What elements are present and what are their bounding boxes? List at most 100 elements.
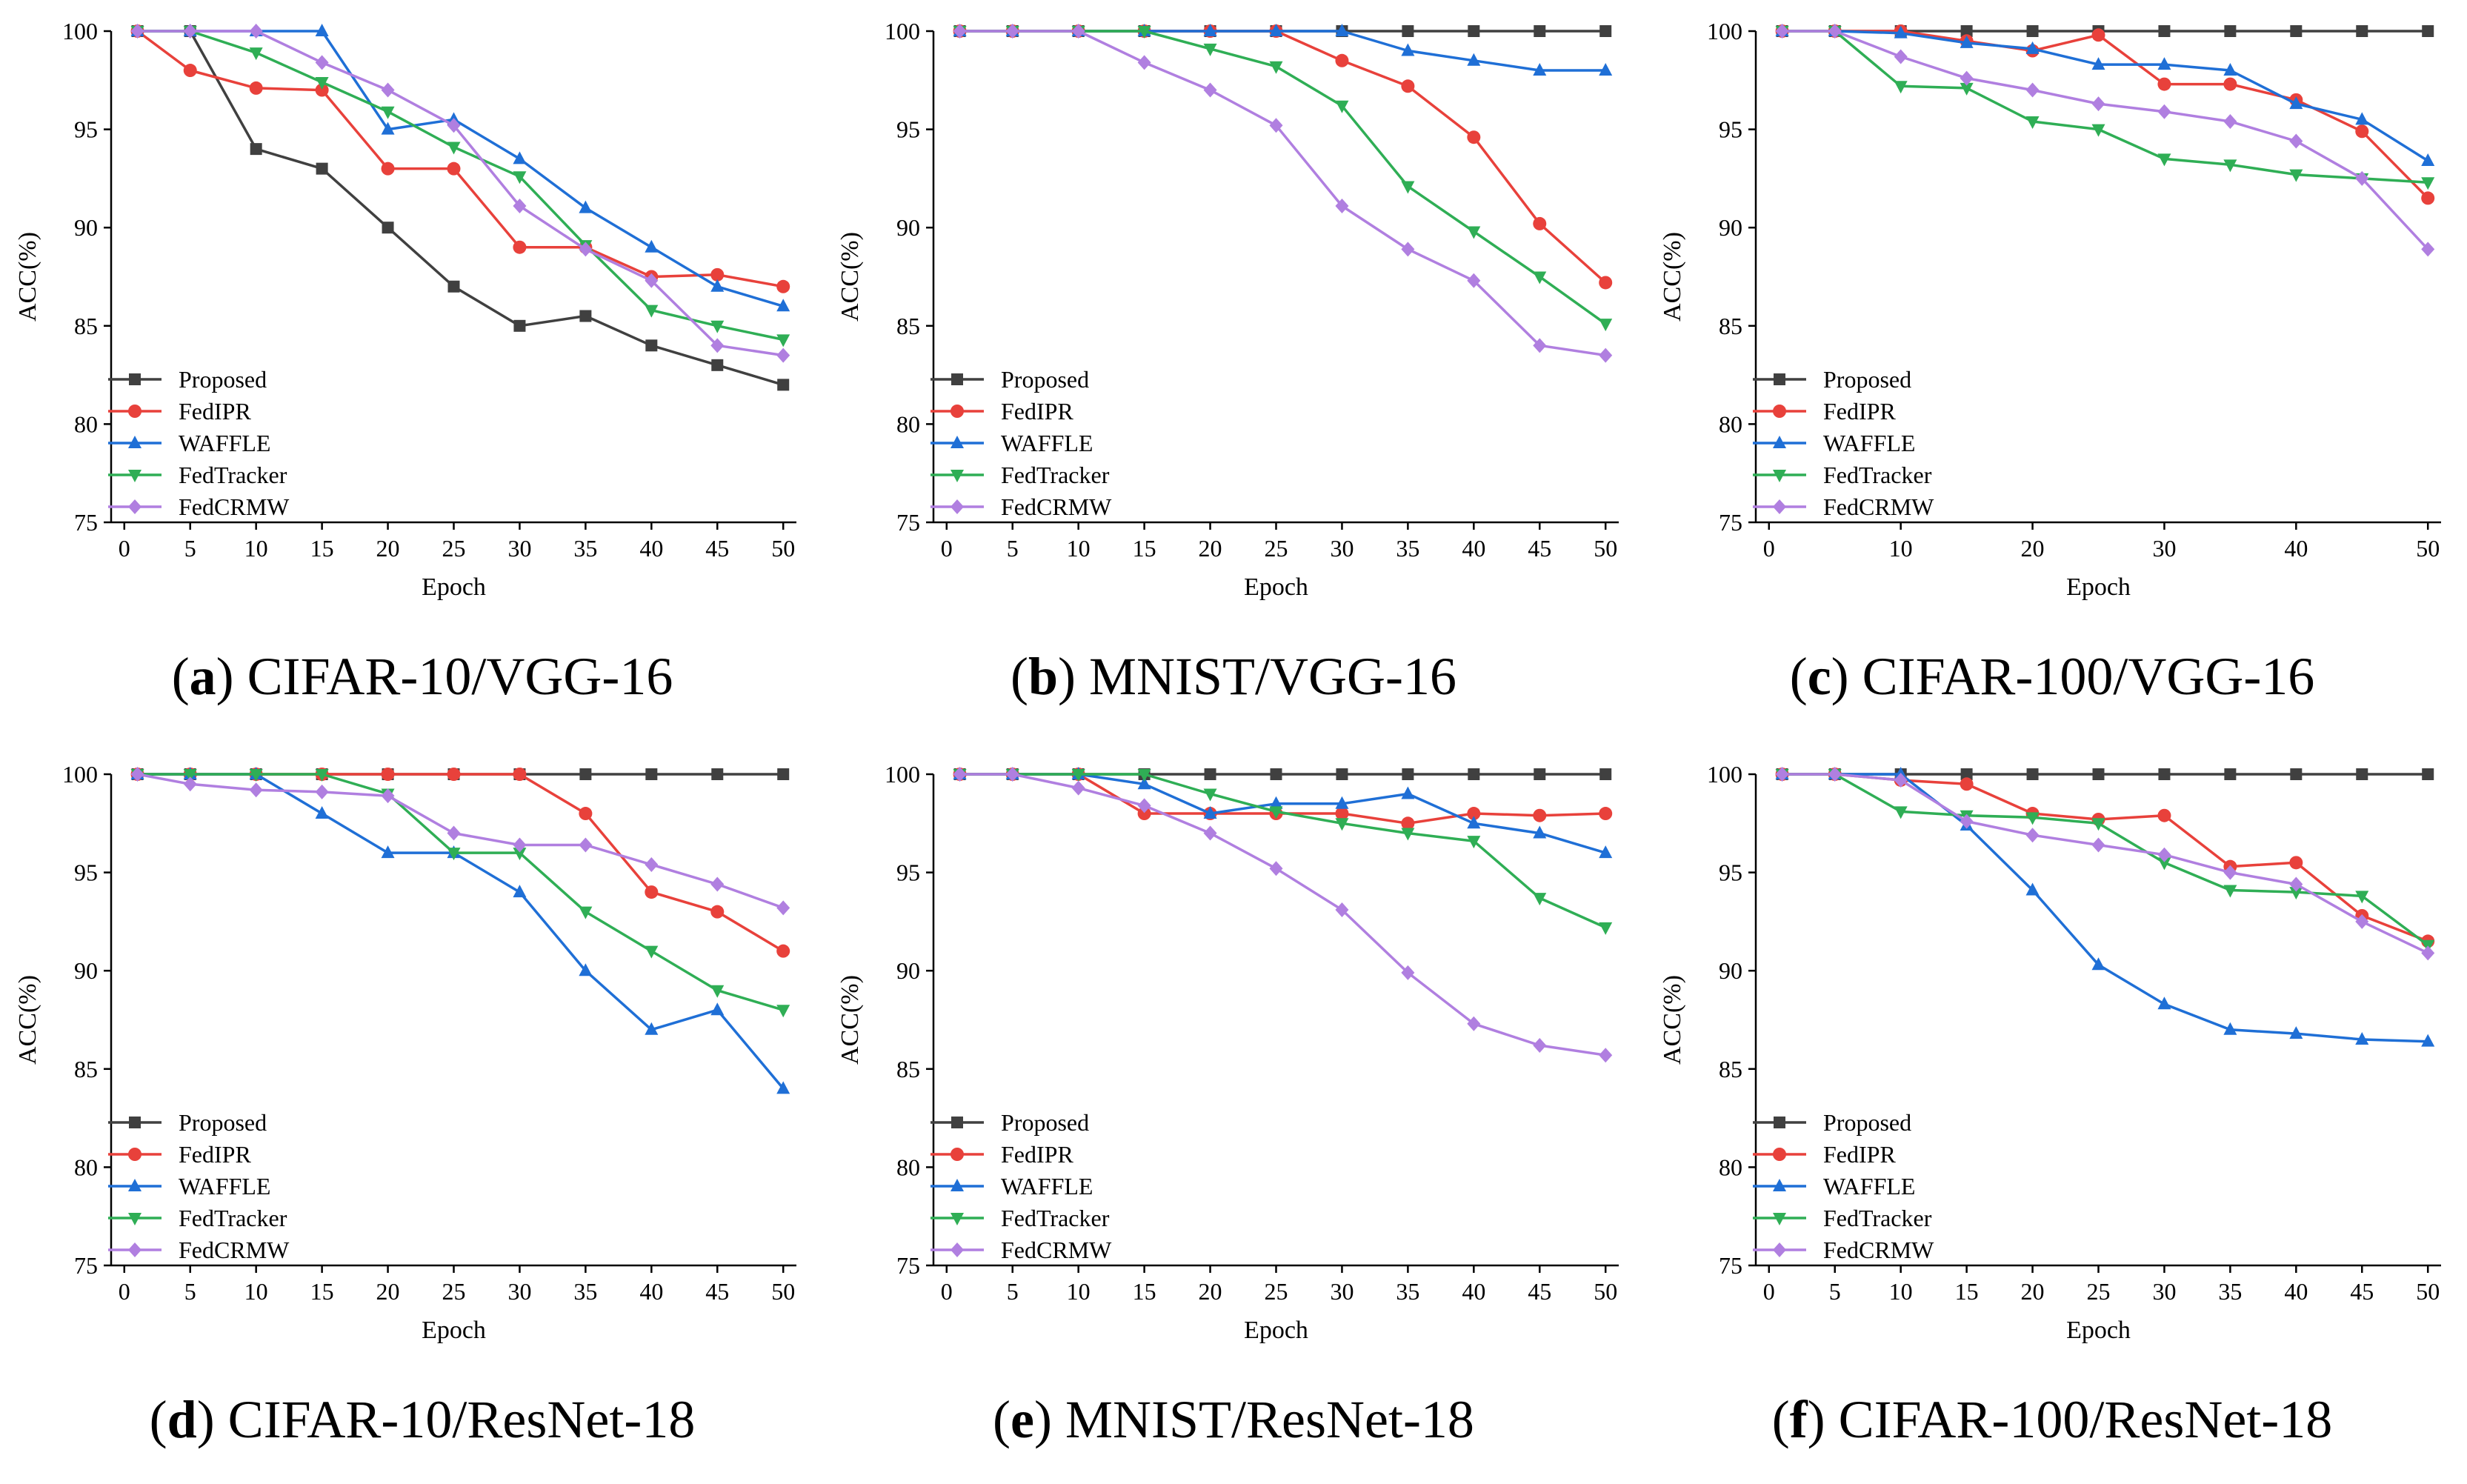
- y-tick-label: 100: [885, 18, 920, 44]
- series-fedcrmw: [130, 24, 790, 363]
- data-point: [1467, 807, 1481, 821]
- data-point: [2289, 856, 2303, 870]
- series-line: [959, 30, 1606, 72]
- data-point: [1401, 43, 1415, 56]
- data-point: [1203, 43, 1217, 56]
- data-point: [645, 1022, 659, 1035]
- data-point: [1269, 61, 1283, 74]
- y-tick-label: 80: [1719, 1154, 1742, 1180]
- series-fedtracker: [953, 769, 1613, 935]
- legend: Proposed FedIPR WAFFLE FedTracker FedCRMW: [108, 366, 290, 520]
- data-point: [645, 885, 659, 899]
- data-point: [1467, 130, 1481, 144]
- legend-marker: [1774, 373, 1785, 385]
- y-tick-label: 90: [896, 214, 920, 241]
- data-point: [381, 122, 395, 135]
- legend-label: FedTracker: [1823, 1205, 1932, 1231]
- legend-label: FedCRMW: [1001, 1237, 1112, 1263]
- data-point: [1401, 242, 1415, 257]
- data-point: [2091, 96, 2105, 112]
- data-point: [1534, 768, 1546, 780]
- caption-b: (b) MNIST/VGG-16: [1011, 647, 1456, 706]
- y-tick-label: 90: [1719, 214, 1742, 241]
- data-point: [1269, 796, 1283, 809]
- data-point: [315, 55, 329, 70]
- data-point: [1269, 861, 1283, 876]
- data-point: [2091, 957, 2105, 971]
- x-tick-label: 50: [2416, 535, 2440, 562]
- data-point: [645, 273, 659, 288]
- y-tick-label: 90: [74, 957, 98, 984]
- x-tick-label: 25: [442, 1278, 466, 1305]
- data-point: [1203, 24, 1217, 36]
- data-point: [1894, 806, 1908, 819]
- y-tick-label: 100: [62, 761, 98, 788]
- data-point: [776, 900, 790, 916]
- axes: 75 80 85 90 95 100 0 5 10 15 20 25 30 35 40 45 50: [62, 18, 796, 562]
- data-point: [2091, 124, 2105, 137]
- data-point: [1402, 768, 1414, 780]
- legend-item-waffle: WAFFLE: [108, 430, 270, 456]
- series-fedcrmw: [1775, 24, 2435, 257]
- data-point: [316, 162, 328, 175]
- legend-marker: [128, 436, 142, 448]
- series-waffle: [130, 24, 790, 312]
- data-point: [2355, 914, 2369, 929]
- y-tick-label: 95: [1719, 116, 1742, 143]
- y-tick-label: 90: [896, 957, 920, 984]
- series-line: [959, 30, 1606, 357]
- data-point: [776, 299, 790, 312]
- data-point: [1599, 347, 1613, 363]
- x-tick-label: 30: [507, 1278, 531, 1305]
- legend-item-proposed: Proposed: [930, 366, 1089, 393]
- data-point: [183, 776, 197, 792]
- data-point: [645, 305, 659, 318]
- x-axis-label: Epoch: [2066, 1317, 2131, 1344]
- data-point: [777, 768, 790, 780]
- data-point: [249, 47, 263, 61]
- x-tick-label: 20: [1199, 535, 1222, 562]
- series-fedtracker: [953, 26, 1613, 332]
- legend-marker: [128, 1213, 142, 1225]
- legend-label: FedTracker: [179, 462, 287, 488]
- x-tick-label: 35: [573, 535, 597, 562]
- legend-marker: [1773, 405, 1786, 418]
- legend-item-fedcrmw: FedCRMW: [1753, 1237, 1934, 1263]
- x-tick-label: 35: [1396, 535, 1419, 562]
- data-point: [1270, 768, 1282, 780]
- legend-label: FedIPR: [1001, 1141, 1073, 1168]
- y-tick-label: 100: [885, 761, 920, 788]
- legend-label: FedTracker: [1823, 462, 1932, 488]
- x-tick-label: 0: [119, 1278, 130, 1305]
- legend-item-fedtracker: FedTracker: [108, 462, 287, 488]
- legend: Proposed FedIPR WAFFLE FedTracker FedCRMW: [108, 1109, 290, 1263]
- data-point: [2157, 996, 2171, 1010]
- legend-item-proposed: Proposed: [1753, 366, 1911, 393]
- data-point: [2356, 25, 2368, 37]
- x-tick-label: 0: [119, 535, 130, 562]
- data-point: [1137, 26, 1151, 39]
- data-point: [1137, 55, 1151, 70]
- caption-e: (e) MNIST/ResNet-18: [993, 1390, 1474, 1449]
- data-point: [2289, 1026, 2303, 1039]
- data-point: [315, 784, 329, 799]
- axes: 75 80 85 90 95 100 0 10 20 30 40 50: [1707, 18, 2441, 562]
- chart-panel-c: 75 80 85 90 95 100 0 10 20 30 40 50 Epoch ACC(%) Propo…: [1659, 18, 2441, 601]
- data-point: [1960, 768, 1973, 780]
- data-point: [1467, 816, 1481, 829]
- series-line: [137, 30, 784, 387]
- data-point: [2091, 57, 2105, 70]
- legend-item-fedtracker: FedTracker: [108, 1205, 287, 1231]
- legend-item-fedtracker: FedTracker: [1753, 462, 1932, 488]
- legend-marker: [128, 470, 142, 482]
- data-point: [1335, 100, 1349, 113]
- legend-item-proposed: Proposed: [108, 1109, 267, 1136]
- legend-item-waffle: WAFFLE: [930, 430, 1093, 456]
- legend-marker: [1773, 1242, 1786, 1257]
- legend-marker: [1773, 470, 1786, 482]
- data-point: [1401, 965, 1415, 980]
- legend-label: Proposed: [1001, 366, 1089, 393]
- data-point: [645, 339, 658, 352]
- x-tick-label: 5: [184, 535, 196, 562]
- data-point: [1335, 796, 1349, 809]
